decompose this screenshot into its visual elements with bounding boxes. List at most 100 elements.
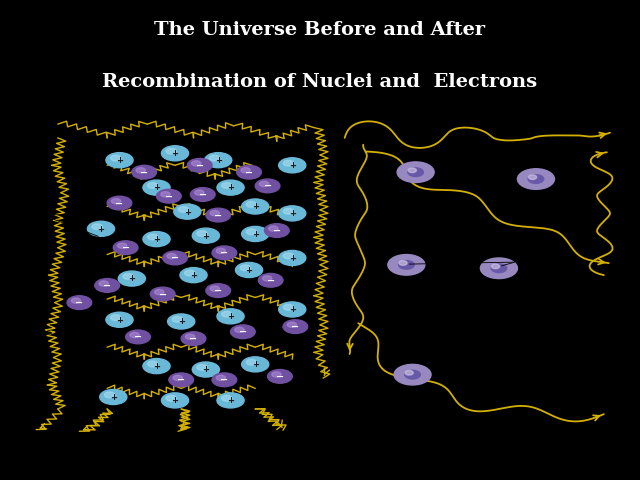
Text: +: + bbox=[227, 312, 234, 321]
Circle shape bbox=[172, 316, 182, 322]
Circle shape bbox=[167, 253, 176, 259]
Text: −: − bbox=[220, 248, 228, 258]
Text: +: + bbox=[202, 231, 209, 240]
Circle shape bbox=[221, 312, 232, 317]
Circle shape bbox=[242, 227, 269, 241]
Circle shape bbox=[148, 234, 158, 240]
Text: −: − bbox=[122, 243, 130, 253]
Circle shape bbox=[397, 162, 434, 182]
Circle shape bbox=[284, 208, 294, 214]
Text: +: + bbox=[116, 156, 123, 165]
Text: −: − bbox=[239, 327, 247, 337]
Circle shape bbox=[255, 179, 280, 193]
Circle shape bbox=[209, 155, 220, 161]
Text: −: − bbox=[76, 298, 83, 308]
Text: +: + bbox=[252, 360, 259, 369]
Circle shape bbox=[111, 315, 121, 321]
Text: +: + bbox=[178, 317, 185, 326]
Circle shape bbox=[246, 229, 257, 235]
Circle shape bbox=[191, 161, 201, 166]
Circle shape bbox=[169, 373, 193, 387]
Text: +: + bbox=[116, 316, 123, 324]
Circle shape bbox=[278, 158, 306, 173]
Text: +: + bbox=[214, 156, 221, 165]
Circle shape bbox=[284, 160, 294, 166]
Circle shape bbox=[111, 155, 121, 161]
Text: +: + bbox=[227, 396, 234, 405]
Text: +: + bbox=[252, 230, 259, 239]
Circle shape bbox=[104, 392, 115, 398]
Circle shape bbox=[106, 153, 133, 168]
Circle shape bbox=[262, 276, 272, 281]
Circle shape bbox=[106, 312, 133, 327]
Text: +: + bbox=[129, 275, 135, 284]
Text: −: − bbox=[214, 210, 222, 220]
Circle shape bbox=[240, 265, 250, 271]
Text: The Universe Before and After: The Universe Before and After bbox=[154, 21, 486, 38]
Circle shape bbox=[206, 208, 230, 222]
Text: −: − bbox=[276, 372, 284, 382]
Circle shape bbox=[136, 168, 145, 173]
Text: −: − bbox=[264, 181, 271, 191]
Text: B  After recombination   The universe was transparent.: B After recombination The universe was t… bbox=[339, 441, 558, 449]
Circle shape bbox=[197, 364, 207, 370]
Text: −: − bbox=[267, 276, 275, 286]
Text: +: + bbox=[252, 203, 259, 211]
Circle shape bbox=[246, 360, 257, 365]
Text: A  Before recombination   The universe was opaque.: A Before recombination The universe was … bbox=[18, 441, 227, 449]
Circle shape bbox=[125, 330, 150, 344]
Circle shape bbox=[123, 274, 133, 279]
Circle shape bbox=[241, 168, 250, 173]
Circle shape bbox=[246, 202, 257, 207]
Circle shape bbox=[99, 281, 108, 286]
Circle shape bbox=[107, 196, 132, 210]
Text: Atoms: Atoms bbox=[517, 254, 546, 263]
Circle shape bbox=[237, 165, 261, 179]
Circle shape bbox=[242, 357, 269, 372]
Circle shape bbox=[284, 304, 294, 310]
Circle shape bbox=[157, 189, 181, 203]
Circle shape bbox=[143, 180, 170, 195]
Text: −: − bbox=[245, 168, 253, 178]
Circle shape bbox=[283, 320, 308, 334]
Circle shape bbox=[272, 372, 281, 377]
Circle shape bbox=[118, 271, 145, 286]
Text: +: + bbox=[289, 161, 296, 170]
Circle shape bbox=[181, 332, 206, 346]
Text: −: − bbox=[273, 226, 281, 236]
Text: −: − bbox=[220, 375, 228, 385]
Circle shape bbox=[174, 204, 201, 219]
Circle shape bbox=[394, 364, 431, 385]
Circle shape bbox=[221, 396, 232, 401]
Circle shape bbox=[259, 274, 283, 287]
Circle shape bbox=[143, 231, 170, 247]
Circle shape bbox=[405, 371, 413, 375]
Circle shape bbox=[161, 146, 189, 161]
Circle shape bbox=[191, 188, 215, 201]
Circle shape bbox=[217, 180, 244, 195]
Circle shape bbox=[173, 375, 182, 381]
Circle shape bbox=[264, 224, 289, 238]
Circle shape bbox=[230, 325, 255, 338]
Circle shape bbox=[195, 190, 204, 195]
Circle shape bbox=[399, 261, 414, 269]
Circle shape bbox=[212, 246, 237, 260]
Circle shape bbox=[148, 361, 158, 367]
Text: −: − bbox=[189, 334, 198, 344]
Circle shape bbox=[150, 287, 175, 301]
Text: +: + bbox=[289, 209, 296, 218]
Circle shape bbox=[95, 278, 120, 292]
Text: +: + bbox=[153, 235, 160, 244]
Circle shape bbox=[111, 199, 121, 204]
Circle shape bbox=[404, 371, 420, 379]
Text: −: − bbox=[103, 281, 111, 291]
Circle shape bbox=[529, 175, 537, 180]
Text: +: + bbox=[97, 225, 104, 234]
Circle shape bbox=[143, 359, 170, 373]
Circle shape bbox=[259, 181, 269, 187]
Circle shape bbox=[118, 243, 127, 248]
Text: −: − bbox=[140, 168, 148, 178]
Text: +: + bbox=[172, 396, 179, 405]
Circle shape bbox=[408, 168, 417, 173]
Text: Nuclei: Nuclei bbox=[15, 209, 43, 218]
